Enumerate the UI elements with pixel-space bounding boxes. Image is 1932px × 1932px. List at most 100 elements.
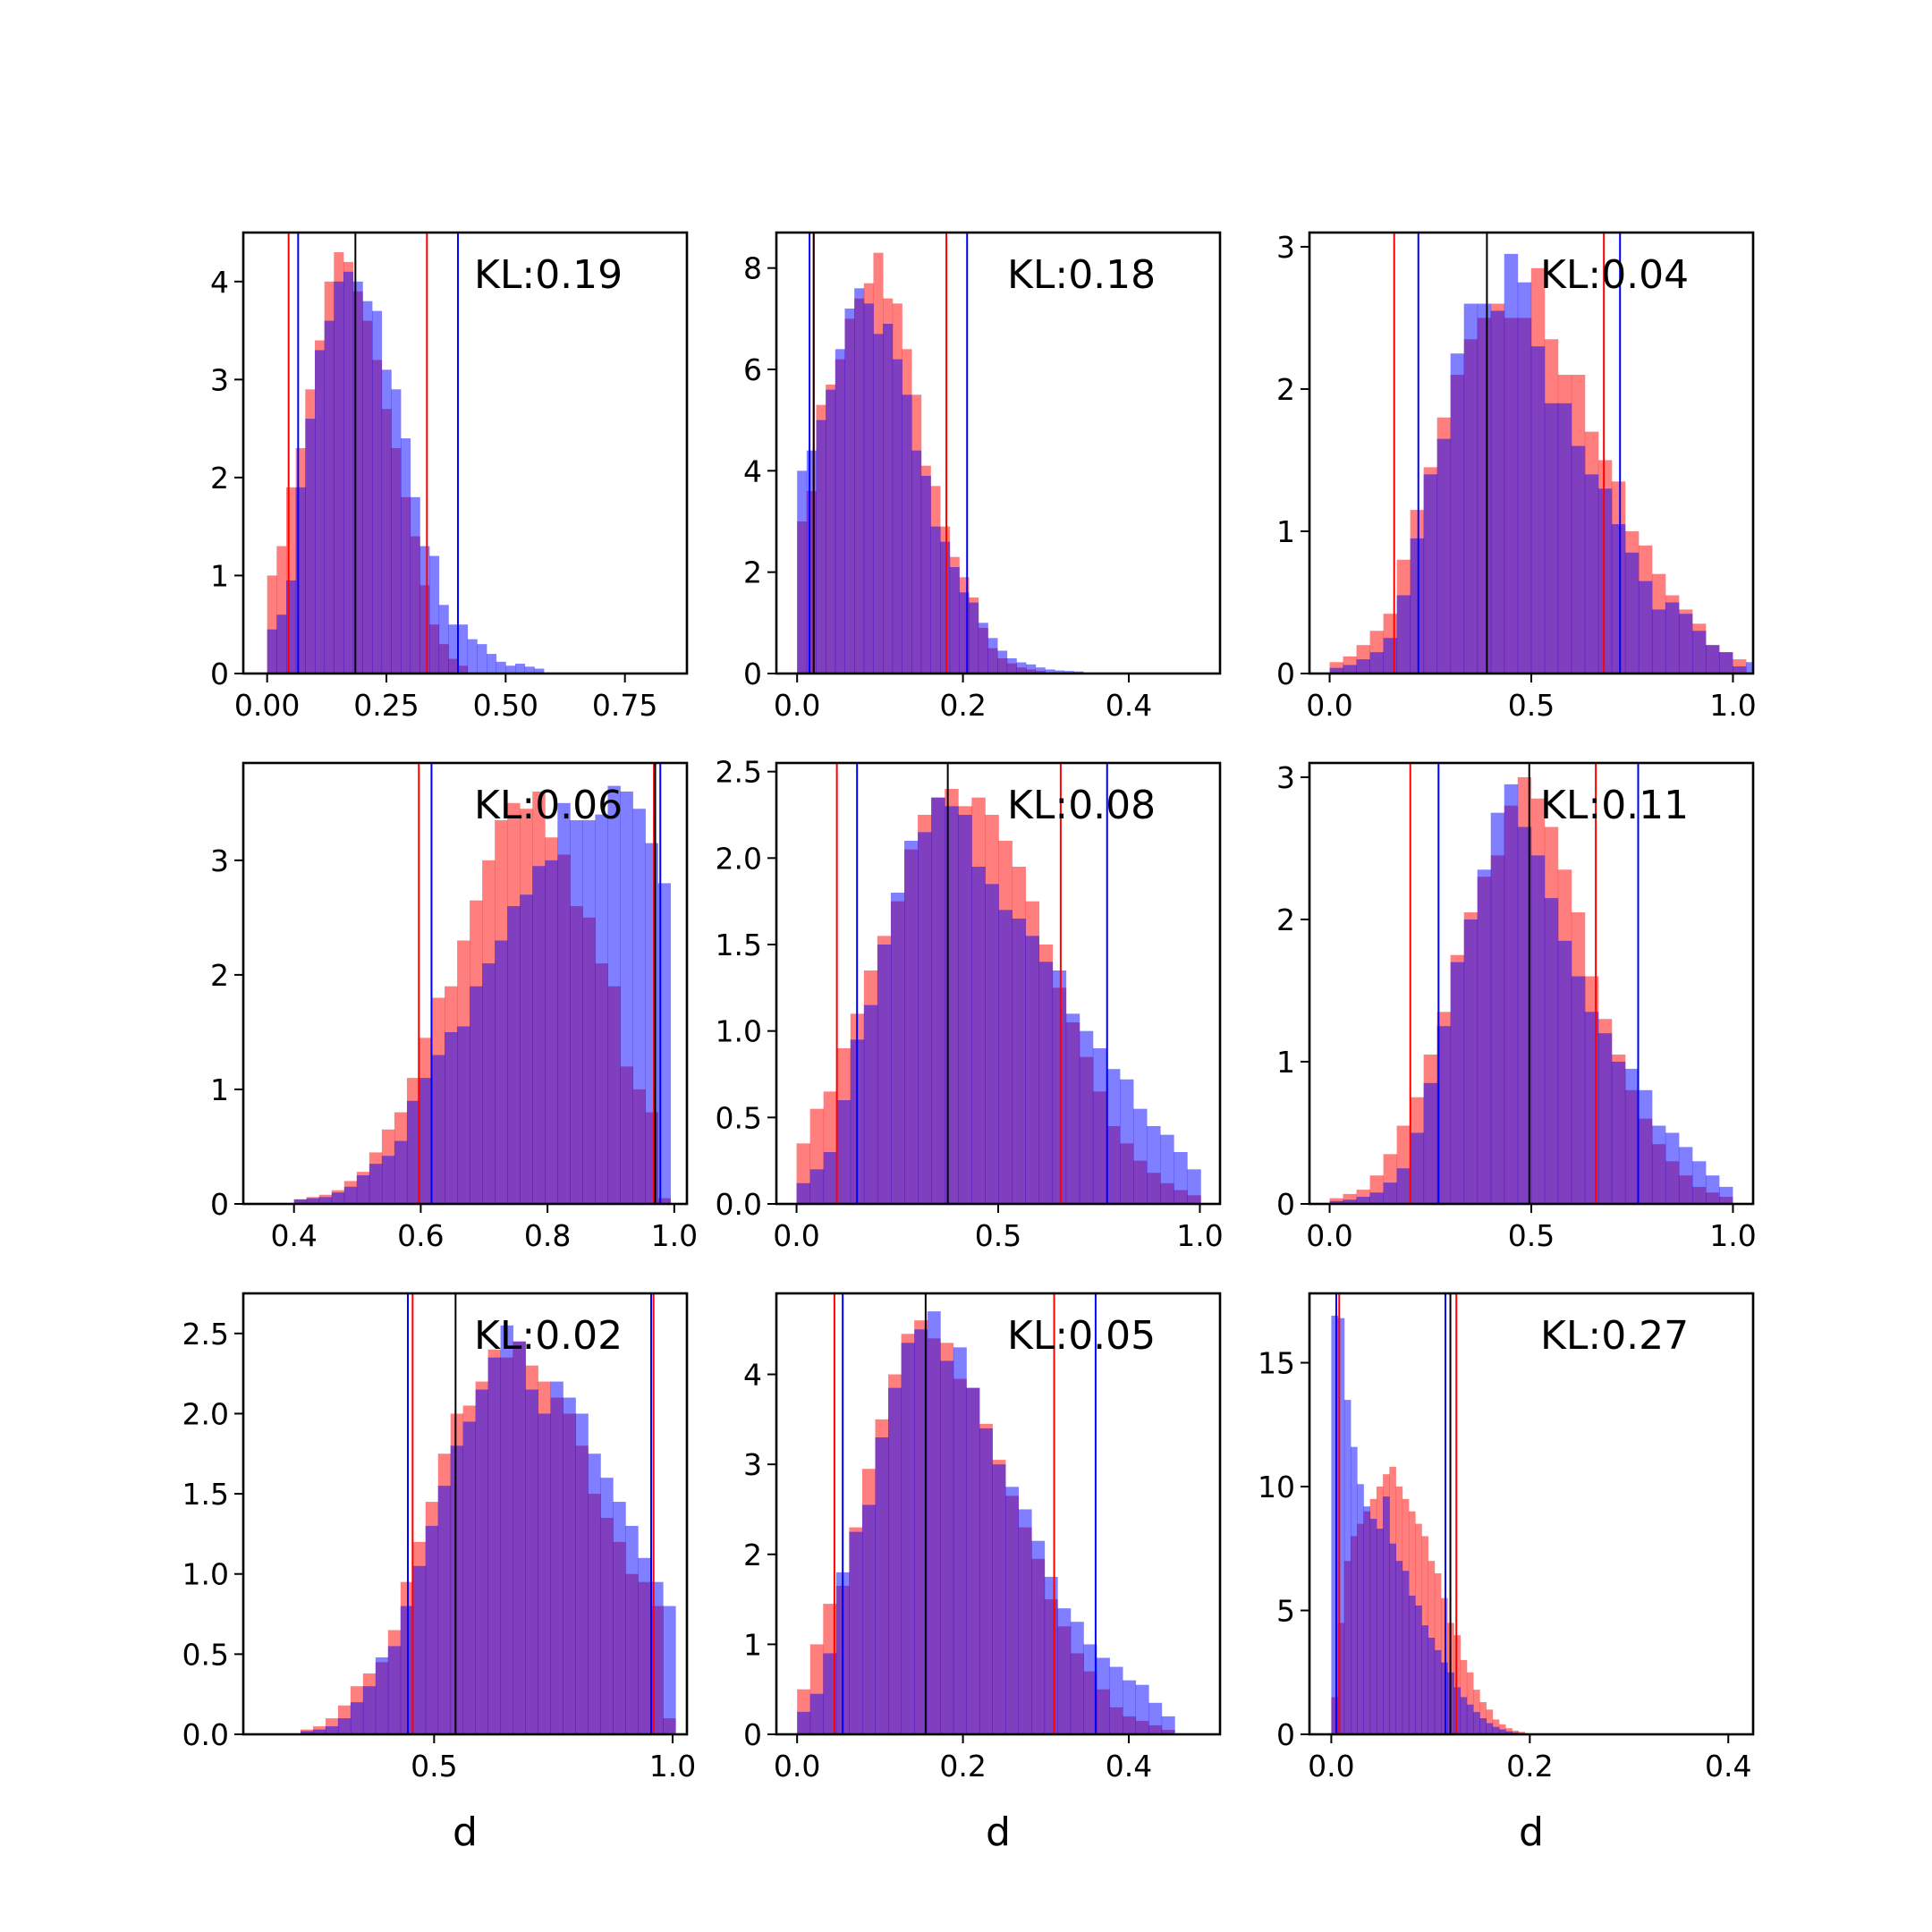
histogram-bar	[997, 650, 1008, 674]
histogram-bar	[495, 940, 508, 1204]
histogram-bar	[369, 1164, 383, 1204]
kl-annotation: KL:0.04	[1540, 252, 1689, 298]
x-tick-label: 0.0	[774, 688, 820, 723]
y-tick-label: 5	[1276, 1594, 1295, 1629]
histogram-bar	[1161, 1716, 1175, 1734]
y-tick-label: 0	[210, 657, 229, 691]
x-tick-label: 0.0	[1306, 1218, 1352, 1253]
histogram-bar	[301, 1731, 314, 1734]
y-tick-label: 4	[743, 1358, 762, 1393]
histogram-bar	[1343, 1199, 1357, 1204]
histogram-bar	[1557, 402, 1572, 674]
histogram-bar	[410, 496, 420, 674]
kl-annotation: KL:0.19	[474, 252, 623, 298]
histogram-bar	[496, 661, 506, 674]
histogram-bar	[276, 546, 287, 674]
histogram-bar	[1505, 1728, 1513, 1734]
histogram-bar	[1450, 962, 1465, 1204]
histogram-bar	[1383, 638, 1398, 674]
y-tick-label: 0	[743, 657, 762, 691]
x-tick-label: 0.5	[1508, 688, 1555, 723]
x-tick-label: 0.75	[592, 688, 657, 723]
histogram-bar	[570, 820, 583, 1204]
histogram-bar	[1691, 631, 1707, 674]
y-tick-label: 15	[1258, 1346, 1295, 1381]
y-tick-label: 1	[1276, 514, 1295, 549]
histogram-bar	[550, 1381, 564, 1734]
histogram-bar	[387, 1646, 402, 1734]
histogram-bar	[978, 623, 988, 674]
subplot-5: 0.0 0.5 1.0 0.0 0.5 1.0 1.5 2.0 2.5 KL:0.08	[716, 755, 1224, 1253]
histogram-bar	[448, 624, 459, 674]
histogram-bar	[826, 389, 836, 674]
histogram-bar	[797, 1711, 811, 1734]
histogram-bar	[979, 1428, 993, 1734]
histogram-bar	[1705, 1175, 1720, 1204]
histogram-bar	[425, 1525, 439, 1734]
histogram-bar	[1473, 1712, 1480, 1734]
histogram-bar	[1174, 1152, 1188, 1204]
histogram-bar	[1106, 1069, 1121, 1204]
histogram-bar	[381, 1156, 395, 1204]
histogram-bar	[1383, 1496, 1390, 1734]
histogram-bar	[1369, 1192, 1385, 1204]
histogram-bar	[437, 1486, 452, 1734]
histogram-bar	[809, 1693, 824, 1734]
y-tick-label: 2.0	[716, 841, 762, 876]
histogram-bar	[1705, 645, 1720, 674]
histogram-bar	[1351, 1446, 1358, 1734]
histogram-bar	[575, 1413, 589, 1734]
histogram-bar	[1408, 1595, 1416, 1734]
histogram-bar	[1463, 303, 1479, 674]
histogram-bar	[1410, 538, 1425, 674]
y-tick-label: 2	[210, 958, 229, 993]
histogram-bar	[394, 1140, 408, 1204]
y-tick-label: 2	[743, 555, 762, 590]
histogram-bar	[1530, 346, 1546, 674]
subplot-1: 0.00 0.25 0.50 0.75 0 1 2 3 4 KL:0.19	[210, 231, 689, 723]
histogram-bar	[293, 1199, 308, 1204]
subplot-8: 0.0 0.2 0.4 0 1 2 3 4 KL:0.05 d	[743, 1292, 1222, 1855]
histogram-bar	[1065, 1013, 1080, 1204]
histogram-bar	[914, 1329, 928, 1734]
histogram-bar	[1423, 474, 1438, 674]
histogram-bar	[1651, 1125, 1666, 1204]
y-tick-label: 3	[1276, 230, 1295, 265]
x-tick-label: 0.0	[1308, 1749, 1354, 1784]
histogram-bar	[1092, 1048, 1107, 1204]
y-tick-label: 2.5	[182, 1317, 229, 1352]
histogram-bar	[356, 1174, 370, 1204]
histogram-bar	[400, 1606, 414, 1734]
histogram-bar	[1665, 602, 1680, 674]
histogram-bar	[1733, 666, 1747, 674]
histogram-bar	[1343, 665, 1357, 674]
histogram-bar	[809, 1169, 825, 1204]
histogram-bar	[406, 1100, 420, 1204]
histogram-bar	[797, 470, 808, 674]
x-axis-label: d	[453, 1809, 478, 1855]
y-tick-label: 4	[210, 265, 229, 300]
kl-annotation: KL:0.11	[1540, 783, 1689, 828]
histogram-bar	[632, 809, 646, 1204]
histogram-bar	[1109, 1666, 1123, 1734]
histogram-bar	[1148, 1702, 1163, 1734]
histogram-bar	[1486, 1723, 1494, 1734]
histogram-bar	[1436, 438, 1452, 674]
histogram-bar	[1096, 1657, 1110, 1734]
histogram-bar	[902, 394, 912, 674]
histogram-bar	[372, 310, 383, 674]
histogram-bar	[1018, 1509, 1032, 1734]
histogram-bar	[1584, 474, 1599, 674]
x-tick-label: 1.0	[1709, 1218, 1756, 1253]
y-tick-label: 0	[1276, 1187, 1295, 1222]
histogram-bar	[1479, 1718, 1487, 1734]
histogram-bar	[1651, 609, 1666, 674]
histogram-bar	[350, 1702, 364, 1734]
histogram-bar	[927, 1311, 941, 1734]
histogram-bar	[949, 567, 960, 674]
histogram-bar	[663, 1606, 676, 1734]
histogram-bar	[1638, 1089, 1653, 1204]
histogram-bar	[1611, 524, 1626, 674]
y-tick-label: 2.5	[716, 755, 762, 790]
